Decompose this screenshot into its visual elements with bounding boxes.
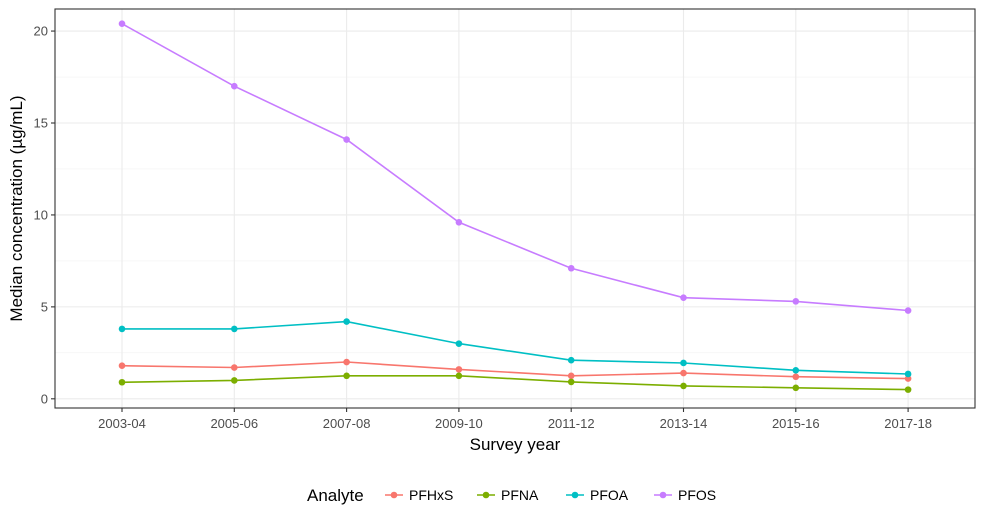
legend-key-point bbox=[482, 491, 490, 499]
data-point bbox=[343, 372, 350, 380]
series-line bbox=[122, 320, 909, 375]
data-point bbox=[118, 20, 126, 28]
panel-border bbox=[54, 8, 976, 409]
x-tick-label: 2005-06 bbox=[210, 416, 258, 431]
data-point bbox=[567, 264, 575, 272]
legend: Analyte PFHxS PFNA PFOA PFOS bbox=[307, 486, 716, 505]
x-tick-label: 2015-16 bbox=[772, 416, 820, 431]
x-tick-label: 2009-10 bbox=[435, 416, 483, 431]
data-point bbox=[343, 136, 350, 143]
data-point bbox=[455, 218, 463, 226]
data-point bbox=[118, 378, 126, 386]
data-point bbox=[343, 318, 350, 325]
legend-title: Analyte bbox=[307, 486, 364, 505]
data-point bbox=[231, 82, 238, 90]
series-layer bbox=[118, 20, 912, 393]
data-point bbox=[792, 298, 800, 305]
data-point bbox=[231, 325, 238, 333]
data-point bbox=[567, 356, 575, 364]
series-pfos bbox=[118, 20, 912, 314]
data-point bbox=[680, 294, 687, 301]
y-tick-label: 20 bbox=[34, 24, 48, 39]
x-tick-label: 2017-18 bbox=[884, 416, 932, 431]
y-tick-label: 5 bbox=[41, 299, 48, 314]
y-tick-label: 10 bbox=[34, 207, 48, 222]
legend-label: PFHxS bbox=[409, 487, 453, 503]
plot-background bbox=[55, 9, 975, 408]
data-point bbox=[455, 366, 463, 373]
x-tick-label: 2011-12 bbox=[548, 416, 595, 431]
data-point bbox=[904, 370, 912, 378]
data-point bbox=[904, 307, 912, 314]
series-pfoa bbox=[118, 318, 912, 378]
legend-key-point bbox=[659, 491, 667, 499]
x-axis: 2003-04 2005-06 2007-08 2009-10 2011-12 2013-… bbox=[98, 408, 932, 431]
data-point bbox=[792, 373, 800, 381]
y-tick-label: 15 bbox=[34, 116, 48, 131]
legend-label: PFOA bbox=[590, 487, 629, 503]
legend-key-point bbox=[390, 491, 398, 499]
data-point bbox=[118, 325, 126, 333]
data-point bbox=[567, 372, 575, 380]
legend-key-point bbox=[571, 491, 579, 499]
x-tick-label: 2013-14 bbox=[660, 416, 708, 431]
series-line bbox=[121, 361, 909, 380]
x-axis-title: Survey year bbox=[470, 435, 561, 454]
data-point bbox=[792, 367, 800, 374]
data-point bbox=[792, 384, 800, 392]
data-point bbox=[904, 375, 912, 382]
data-point bbox=[680, 369, 687, 377]
data-point bbox=[231, 364, 238, 371]
x-tick-label: 2007-08 bbox=[323, 416, 371, 431]
plot-panel bbox=[54, 8, 976, 409]
series-line bbox=[121, 374, 909, 391]
data-point bbox=[343, 358, 350, 366]
data-point bbox=[680, 359, 687, 367]
data-point bbox=[680, 382, 687, 390]
data-point bbox=[455, 372, 463, 380]
y-axis-title: Median concentration (µg/mL) bbox=[7, 95, 26, 321]
x-tick-label: 2003-04 bbox=[98, 416, 146, 431]
y-tick-label: 0 bbox=[41, 391, 48, 406]
y-axis: 0 5 10 15 20 bbox=[34, 24, 55, 406]
series-pfna bbox=[118, 372, 912, 393]
series-line bbox=[121, 23, 909, 312]
legend-label: PFOS bbox=[678, 487, 716, 503]
data-point bbox=[231, 377, 238, 384]
data-point bbox=[118, 362, 126, 370]
data-point bbox=[904, 386, 912, 393]
data-point bbox=[455, 340, 463, 347]
data-point bbox=[567, 378, 575, 386]
legend-label: PFNA bbox=[501, 487, 539, 503]
series-pfhxs bbox=[118, 358, 912, 382]
